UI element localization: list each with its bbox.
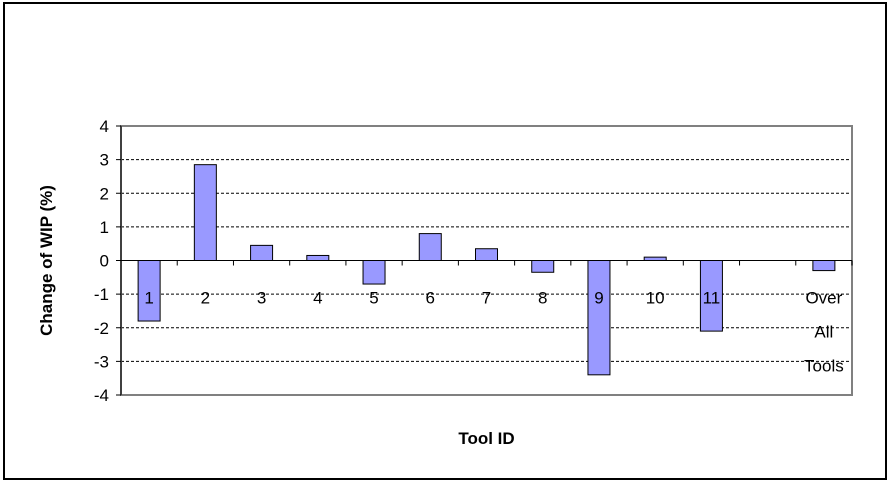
bar xyxy=(812,260,836,272)
x-tick-label: 3 xyxy=(257,289,266,308)
y-tick-label: -4 xyxy=(94,386,109,405)
y-tick-label: -3 xyxy=(94,352,109,371)
x-tick-label: All xyxy=(814,323,833,342)
y-tick-label: 2 xyxy=(100,184,109,203)
x-tick-label: 4 xyxy=(313,289,322,308)
y-tick-label: -2 xyxy=(94,319,109,338)
x-tick-label: Tools xyxy=(804,357,844,376)
bar xyxy=(193,164,217,261)
y-tick-label: 4 xyxy=(100,117,109,136)
y-tick-label: 3 xyxy=(100,151,109,170)
y-tick-label: -1 xyxy=(94,285,109,304)
gridlines xyxy=(121,159,852,362)
y-tick-label: 1 xyxy=(100,218,109,237)
bar xyxy=(587,260,611,376)
x-tick-label: 2 xyxy=(201,289,210,308)
bar xyxy=(418,233,442,262)
x-tick-label: 10 xyxy=(646,289,665,308)
bar xyxy=(306,254,330,262)
bar xyxy=(362,260,386,285)
x-tick-label: Over xyxy=(805,289,842,308)
y-tick-label: 0 xyxy=(100,252,109,271)
x-tick-label: 7 xyxy=(482,289,491,308)
x-tick-label: 5 xyxy=(369,289,378,308)
bar xyxy=(250,244,274,261)
x-tick-label: 6 xyxy=(426,289,435,308)
x-tick-label: 8 xyxy=(538,289,547,308)
x-tick-label: 11 xyxy=(703,289,721,308)
x-tick-labels: 1 2 3 4 5 6 7 8 9 10 11 Over All Tools xyxy=(120,260,853,376)
bars xyxy=(137,164,836,376)
x-tick-label: 1 xyxy=(144,289,153,308)
bar xyxy=(643,256,667,262)
y-axis-title: Change of WIP (%) xyxy=(37,185,56,336)
bar xyxy=(531,260,555,273)
x-tick-label: 9 xyxy=(594,289,603,308)
x-axis-title: Tool ID xyxy=(458,429,514,448)
y-tick-labels: 4 3 2 1 0 -1 -2 -3 -4 xyxy=(94,117,121,405)
bar xyxy=(475,248,498,261)
